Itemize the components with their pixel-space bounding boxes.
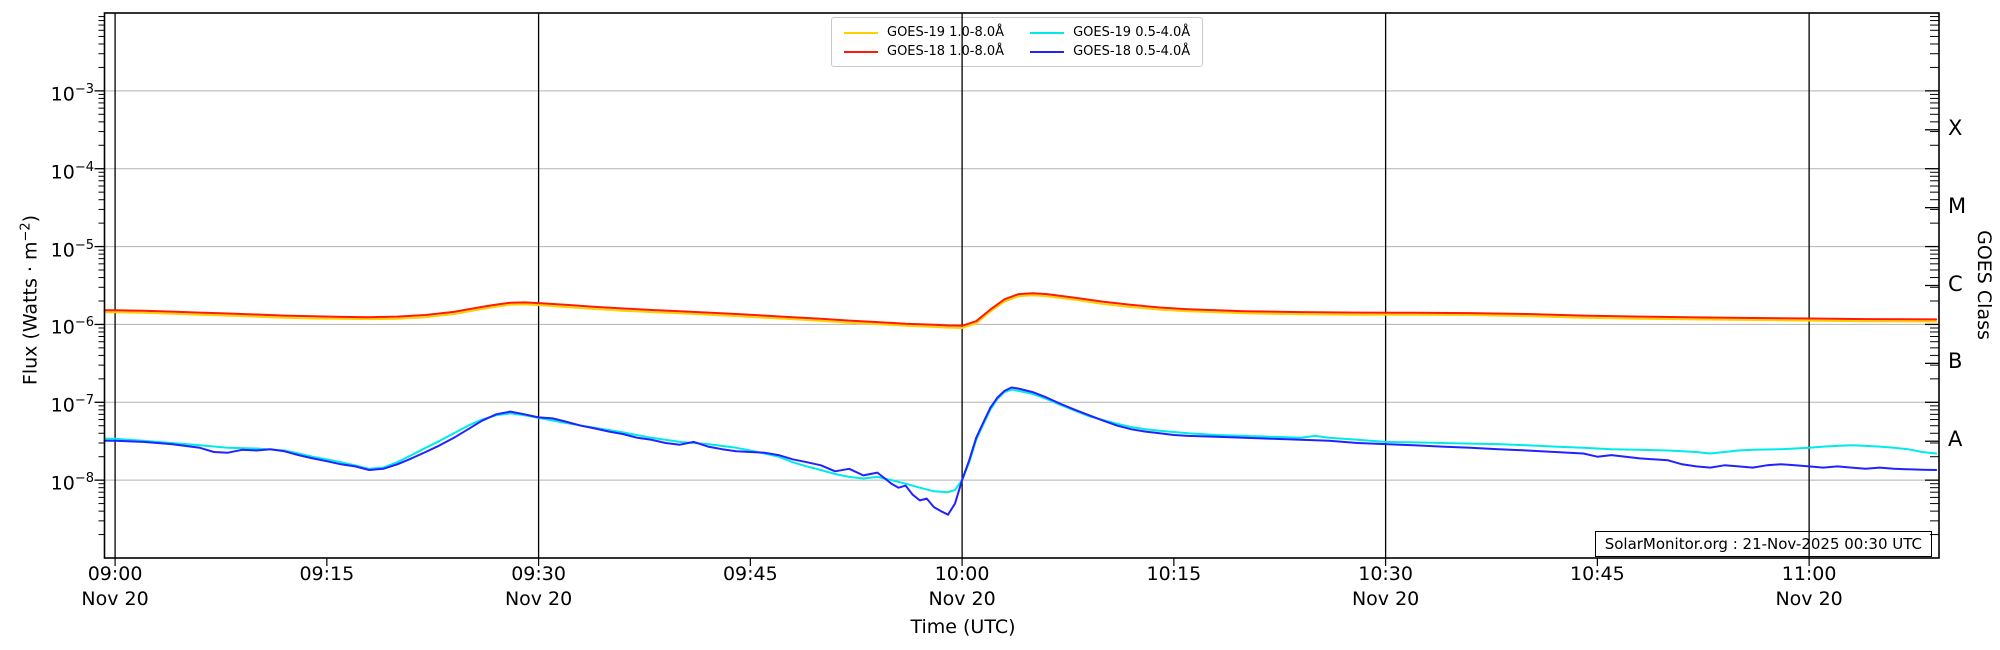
goes-class-B: B: [1948, 349, 1963, 374]
watermark: SolarMonitor.org : 21-Nov-2025 00:30 UTC: [1594, 531, 1932, 557]
y-axis-title-text: Flux (Watts · m: [19, 241, 42, 386]
legend-label: GOES-19 1.0-8.0Å: [887, 25, 1005, 40]
legend-entry-0: GOES-19 1.0-8.0Å: [844, 25, 1004, 40]
series-line-2: [103, 388, 1938, 494]
legend-entry-1: GOES-18 1.0-8.0Å: [844, 44, 1004, 59]
legend-line-icon: [844, 50, 878, 53]
goes-class-X: X: [1948, 115, 1963, 140]
x-tick-label-10:15: 10:15: [1146, 563, 1202, 585]
legend-line-icon: [1030, 31, 1065, 34]
y-axis-title-exponent: −2: [18, 222, 34, 242]
y-axis-title: Flux (Watts · m−2): [18, 215, 41, 385]
x-tick-label-09:30: 09:30: [511, 563, 566, 585]
legend-entry-3: GOES-18 0.5-4.0Å: [1030, 44, 1190, 59]
x-tick-label-09:00: 09:00: [87, 563, 143, 585]
legend-label: GOES-18 0.5-4.0Å: [1073, 44, 1191, 59]
x-tick-date-09:00: Nov 20: [81, 588, 149, 610]
right-axis-title: GOES Class: [1973, 230, 1995, 340]
series-line-0: [103, 294, 1938, 329]
y-tick-label-10e-4: 10−4: [50, 159, 94, 184]
y-axis-title-close: ): [19, 214, 42, 223]
x-tick-label-10:30: 10:30: [1358, 563, 1413, 585]
x-tick-label-10:45: 10:45: [1569, 563, 1625, 585]
x-tick-date-11:00: Nov 20: [1775, 588, 1843, 610]
x-axis-title: Time (UTC): [910, 616, 1016, 638]
legend-line-icon: [844, 31, 878, 34]
series-line-3: [103, 386, 1938, 516]
plot-frame: [103, 12, 1940, 559]
goes-class-A: A: [1948, 427, 1963, 452]
legend-entry-2: GOES-19 0.5-4.0Å: [1030, 25, 1190, 40]
y-tick-label-10e-3: 10−3: [50, 81, 94, 106]
goes-class-M: M: [1948, 193, 1967, 218]
legend-label: GOES-18 1.0-8.0Å: [887, 44, 1005, 59]
x-tick-label-11:00: 11:00: [1781, 563, 1837, 585]
goes-class-C: C: [1948, 271, 1963, 296]
x-tick-label-09:45: 09:45: [722, 563, 778, 585]
series-line-1: [103, 292, 1938, 327]
x-tick-date-10:30: Nov 20: [1351, 588, 1420, 610]
y-tick-label-10e-5: 10−5: [50, 237, 94, 261]
x-tick-label-10:00: 10:00: [934, 563, 990, 585]
x-tick-date-10:00: Nov 20: [928, 588, 996, 610]
legend: GOES-19 1.0-8.0Å GOES-18 1.0-8.0Å GOES-19 …: [831, 17, 1204, 67]
x-tick-label-09:15: 09:15: [299, 563, 355, 585]
legend-line-icon: [1030, 50, 1065, 53]
y-tick-label-10e-8: 10−8: [50, 471, 94, 495]
x-tick-date-09:30: Nov 20: [504, 588, 573, 610]
y-tick-label-10e-7: 10−7: [50, 393, 94, 417]
legend-label: GOES-19 0.5-4.0Å: [1073, 25, 1191, 40]
y-tick-label-10e-6: 10−6: [50, 315, 94, 339]
